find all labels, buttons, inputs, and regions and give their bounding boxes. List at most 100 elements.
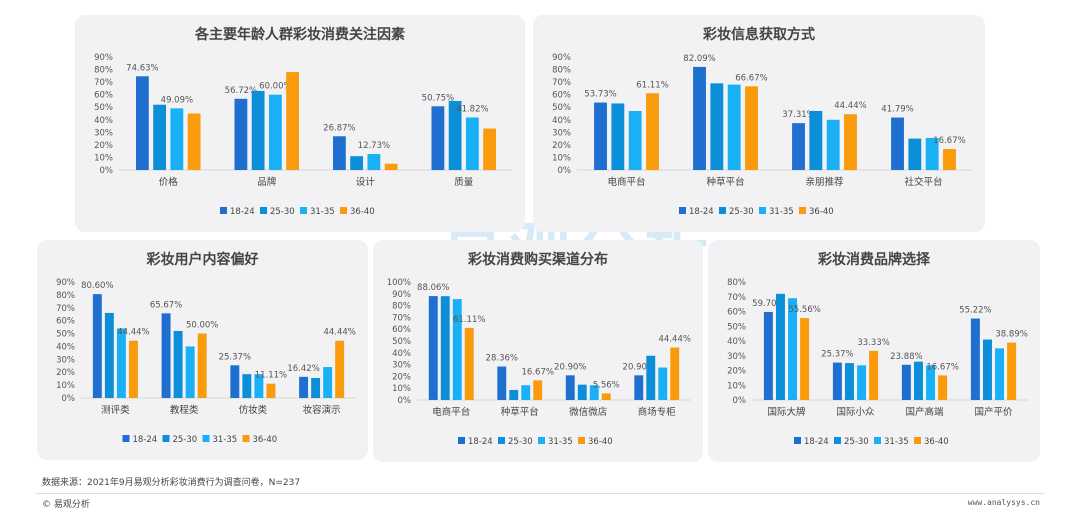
legend-label: 36-40	[350, 207, 375, 217]
bar-36-40-质量	[483, 128, 497, 170]
legend-label: 36-40	[253, 435, 278, 445]
x-tick-label: 国际大牌	[767, 406, 806, 418]
bar-36-40-测评类	[128, 340, 138, 398]
data-label: 11.11%	[255, 371, 287, 381]
y-tick-label: 10%	[94, 153, 113, 163]
chart-panel-content-preference: 彩妆用户内容偏好 0% 10% 20% 30% 40% 50% 60% 70% 80% 90% 80.…	[37, 240, 368, 460]
bar-31-35-教程类	[185, 346, 195, 398]
y-tick-label: 80%	[392, 302, 411, 312]
legend-swatch	[202, 435, 210, 442]
bar-31-35-电商平台	[628, 110, 642, 170]
bar-31-35-妆容演示	[323, 367, 333, 398]
legend-swatch	[122, 435, 130, 442]
bar-36-40-商场专柜	[670, 347, 680, 400]
x-tick-label: 品牌	[257, 176, 277, 188]
y-tick-label: 40%	[94, 116, 113, 126]
data-label: 49.09%	[161, 95, 193, 105]
legend-swatch	[162, 435, 170, 442]
bar-18-24-国际小众	[832, 362, 842, 400]
bar-36-40-种草平台	[745, 86, 758, 170]
data-label: 44.44%	[834, 101, 866, 111]
x-tick-label: 仿妆类	[239, 404, 268, 416]
chart-panel-info-channels: 彩妆信息获取方式 0% 10% 20% 30% 40% 50% 60% 70% 80% 90% 53.…	[533, 15, 985, 232]
bar-18-24-社交平台	[891, 117, 904, 170]
legend-swatch	[498, 437, 505, 444]
data-label: 55.22%	[959, 306, 991, 316]
y-tick-label: 80%	[94, 66, 113, 76]
bar-18-24-电商平台	[594, 102, 607, 170]
bar-31-35-品牌	[268, 94, 282, 170]
bar-18-24-妆容演示	[299, 376, 309, 398]
bar-18-24-亲朋推荐	[792, 123, 805, 170]
data-label: 55.56%	[788, 305, 820, 315]
legend-label: 36-40	[924, 437, 949, 447]
bar-chart: 彩妆消费品牌选择 0% 10% 20% 30% 40% 50% 60% 70% 80% 59.70%…	[727, 251, 1028, 447]
y-tick-label: 20%	[56, 368, 75, 378]
bar-18-24-教程类	[161, 313, 171, 398]
bar-25-30-国产高端	[913, 361, 923, 400]
bar-36-40-国产平价	[1007, 342, 1017, 400]
data-label: 16.67%	[933, 136, 965, 146]
y-tick-label: 40%	[552, 116, 571, 126]
bar-31-35-国产高端	[926, 365, 936, 400]
data-label: 61.11%	[636, 80, 668, 90]
bar-25-30-测评类	[104, 312, 114, 398]
legend-label: 31-35	[769, 207, 794, 217]
data-label: 16.67%	[926, 362, 958, 372]
data-label: 5.56%	[593, 380, 620, 390]
data-label: 60.00%	[259, 82, 291, 92]
bar-25-30-电商平台	[440, 296, 450, 400]
y-tick-label: 0%	[398, 396, 412, 406]
bar-18-24-品牌	[234, 98, 248, 170]
bar-25-30-微信微店	[577, 384, 587, 400]
legend-swatch	[538, 437, 545, 444]
data-label: 25.37%	[219, 352, 251, 362]
bar-18-24-价格	[135, 76, 149, 170]
data-label: 53.73%	[584, 90, 616, 100]
x-tick-label: 亲朋推荐	[805, 176, 844, 188]
bar-31-35-种草平台	[727, 84, 741, 170]
bar-36-40-电商平台	[464, 327, 474, 400]
bar-36-40-亲朋推荐	[844, 114, 857, 170]
legend-label: 25-30	[270, 207, 295, 217]
data-label: 44.44%	[659, 335, 691, 345]
legend-label: 31-35	[310, 207, 335, 217]
legend-swatch	[679, 207, 686, 214]
data-label: 23.88%	[890, 352, 922, 362]
legend-swatch	[914, 437, 921, 444]
data-label: 20.90%	[623, 362, 655, 372]
legend-label: 18-24	[689, 207, 714, 217]
data-label: 50.00%	[186, 321, 218, 331]
x-tick-label: 社交平台	[904, 176, 942, 188]
footer-url: www.analysys.cn	[967, 498, 1040, 507]
y-tick-label: 80%	[56, 291, 75, 301]
bar-18-24-电商平台	[428, 296, 438, 400]
bar-18-24-商场专柜	[634, 375, 644, 400]
chart-panel-purchase-channels: 彩妆消费购买渠道分布 0% 10% 20% 30% 40% 50% 60% 70% 80% 90% 1…	[373, 240, 703, 462]
bar-18-24-种草平台	[693, 66, 706, 170]
bar-31-35-仿妆类	[254, 374, 264, 398]
x-tick-label: 商场专柜	[638, 406, 677, 418]
x-tick-label: 国际小众	[836, 407, 875, 418]
y-tick-label: 30%	[392, 361, 411, 371]
x-tick-label: 电商平台	[607, 176, 645, 188]
y-tick-label: 20%	[392, 372, 411, 382]
bar-31-35-种草平台	[521, 385, 531, 400]
bar-36-40-社交平台	[943, 149, 956, 170]
legend-label: 31-35	[213, 435, 238, 445]
bar-25-30-国际大牌	[775, 293, 785, 400]
bar-36-40-仿妆类	[266, 383, 276, 398]
bar-25-30-电商平台	[611, 103, 625, 170]
bar-31-35-国际大牌	[788, 298, 798, 400]
data-label: 37.31%	[782, 110, 814, 120]
legend-label: 18-24	[468, 437, 493, 447]
y-tick-label: 50%	[56, 330, 75, 340]
bar-25-30-国际小众	[844, 363, 854, 400]
bar-36-40-电商平台	[646, 93, 659, 170]
x-tick-label: 电商平台	[432, 406, 470, 418]
y-tick-label: 60%	[727, 308, 746, 318]
data-label: 41.82%	[456, 104, 488, 114]
footer-divider	[36, 493, 1044, 494]
bar-31-35-商场专柜	[658, 367, 668, 400]
data-label: 61.11%	[453, 315, 485, 325]
